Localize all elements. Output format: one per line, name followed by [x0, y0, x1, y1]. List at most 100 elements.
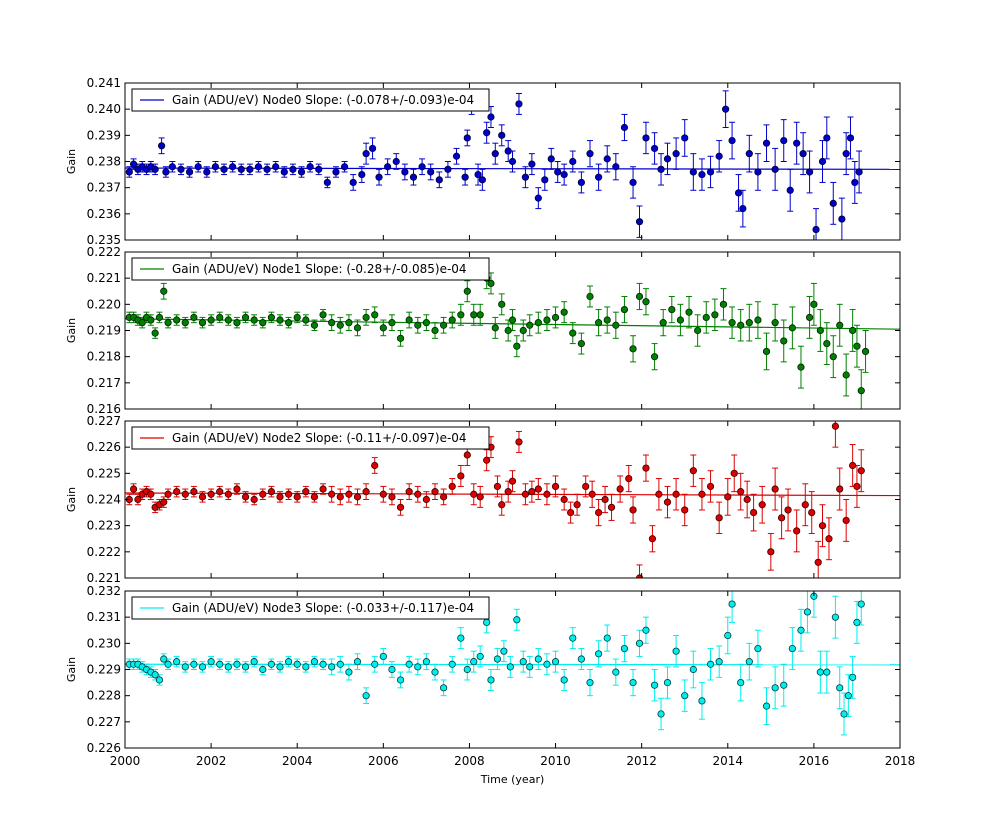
- data-point: [233, 485, 241, 493]
- data-point: [547, 155, 555, 163]
- data-point: [743, 495, 751, 504]
- data-point: [728, 600, 736, 608]
- data-point: [595, 508, 603, 517]
- data-point: [528, 160, 536, 168]
- data-point: [603, 155, 611, 163]
- data-point: [635, 639, 644, 647]
- data-point: [681, 692, 689, 700]
- y-tick-label: 0.237: [87, 181, 121, 195]
- panel-1: 0.216 0.217 0.218 0.219 0.220 0.221 0.222 Gain G…: [65, 245, 901, 416]
- data-point: [379, 652, 387, 661]
- data-point: [836, 485, 844, 493]
- y-axis-label: Gain: [65, 657, 78, 682]
- data-point: [745, 658, 753, 666]
- data-point: [190, 488, 198, 496]
- x-tick-label: 2014: [713, 754, 744, 768]
- data-point: [681, 506, 689, 514]
- data-point: [762, 347, 771, 356]
- y-tick-label: 0.231: [87, 610, 121, 624]
- data-point: [207, 490, 215, 498]
- data-point: [655, 490, 663, 498]
- data-point: [478, 176, 486, 184]
- data-point: [818, 157, 827, 166]
- data-point: [823, 339, 831, 348]
- data-point: [739, 205, 747, 213]
- data-point: [780, 681, 788, 689]
- data-point: [797, 626, 805, 634]
- data-point: [319, 311, 327, 319]
- data-point: [328, 663, 336, 671]
- data-point: [173, 316, 181, 324]
- data-point: [620, 644, 629, 653]
- data-point: [788, 644, 796, 653]
- data-point: [259, 319, 267, 327]
- data-point: [724, 631, 732, 640]
- data-point: [612, 163, 620, 171]
- data-point: [629, 345, 637, 353]
- data-point: [521, 173, 530, 181]
- data-point: [842, 150, 850, 158]
- data-point: [250, 316, 258, 324]
- data-point: [444, 165, 452, 173]
- data-point: [515, 100, 523, 108]
- data-point: [319, 660, 327, 668]
- data-point: [418, 163, 426, 171]
- data-point: [267, 660, 275, 668]
- data-point: [642, 626, 650, 634]
- data-point: [440, 321, 448, 329]
- data-point: [384, 163, 392, 171]
- data-point: [849, 326, 857, 335]
- data-point: [151, 671, 159, 679]
- data-point: [241, 663, 250, 671]
- data-point: [543, 316, 551, 324]
- data-point: [310, 493, 319, 501]
- data-point: [519, 326, 527, 335]
- data-point: [198, 319, 207, 327]
- plot-marks: [125, 421, 900, 578]
- y-axis-label: Gain: [65, 149, 78, 174]
- data-point: [513, 342, 521, 350]
- data-point: [431, 326, 439, 335]
- data-point: [431, 668, 439, 676]
- data-point: [582, 482, 590, 491]
- data-point: [134, 495, 142, 504]
- x-tick-label: 2004: [282, 754, 313, 768]
- data-point: [504, 326, 512, 335]
- data-point: [185, 168, 194, 176]
- data-point: [857, 600, 865, 608]
- data-point: [198, 663, 207, 671]
- y-tick-label: 0.222: [87, 545, 121, 559]
- data-point: [293, 313, 301, 322]
- data-point: [293, 660, 301, 668]
- data-point: [635, 292, 644, 301]
- data-point: [448, 660, 456, 668]
- data-point: [515, 438, 523, 446]
- data-point: [259, 490, 267, 498]
- data-point: [388, 493, 396, 501]
- data-point: [573, 501, 581, 509]
- y-tick-label: 0.235: [87, 233, 121, 247]
- data-point: [241, 493, 250, 501]
- data-point: [788, 324, 796, 332]
- data-point: [224, 316, 232, 324]
- legend-box: [131, 88, 490, 112]
- data-point: [780, 337, 788, 345]
- data-point: [160, 655, 168, 663]
- data-point: [784, 506, 792, 514]
- data-point: [332, 168, 340, 176]
- data-point: [371, 461, 379, 470]
- data-point: [310, 658, 319, 666]
- data-point: [250, 495, 258, 504]
- data-point: [831, 613, 840, 621]
- data-point: [151, 165, 159, 173]
- data-point: [246, 165, 254, 173]
- data-point: [130, 485, 138, 493]
- data-point: [427, 168, 435, 176]
- data-point: [780, 136, 788, 145]
- data-point: [203, 168, 211, 176]
- y-tick-label: 0.218: [87, 350, 121, 364]
- data-point: [577, 178, 585, 187]
- data-point: [483, 618, 491, 627]
- y-tick-label: 0.219: [87, 324, 121, 338]
- y-tick-label: 0.236: [87, 207, 121, 221]
